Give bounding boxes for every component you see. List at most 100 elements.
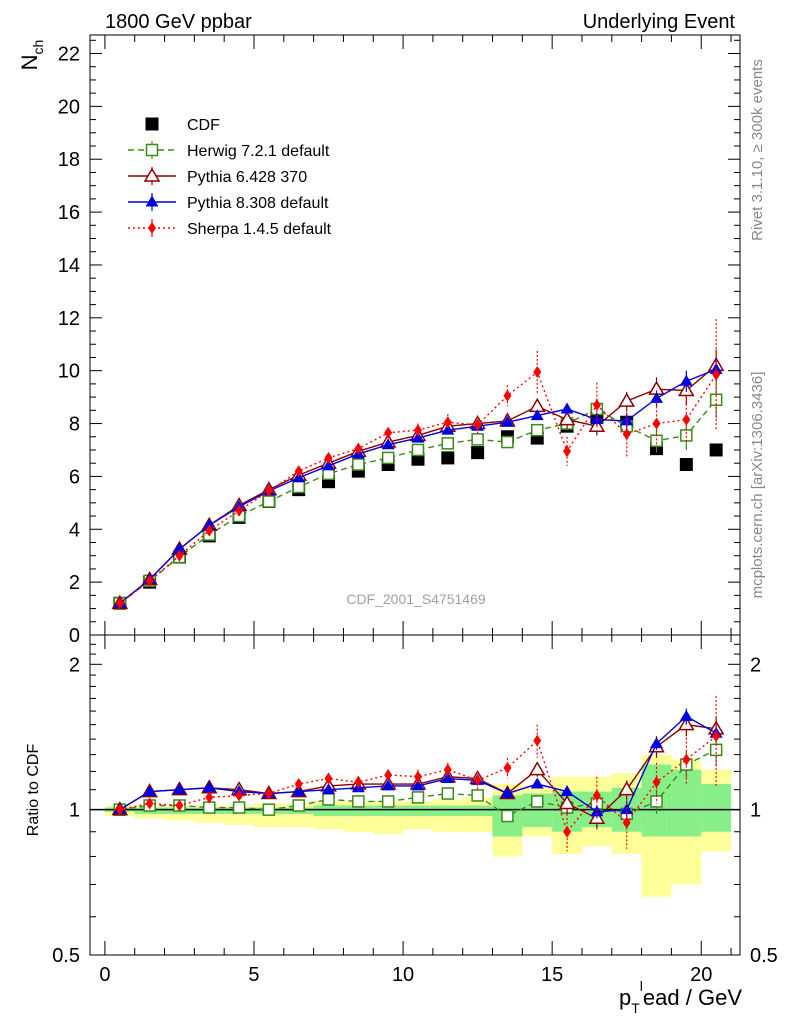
series-line-herwig xyxy=(119,399,717,604)
data-point-herwig xyxy=(530,423,544,437)
series-pythia6 xyxy=(111,349,725,610)
series-pythia8 xyxy=(113,357,723,608)
data-point-data xyxy=(441,451,455,465)
data-point-sherpa xyxy=(592,399,601,412)
ratio-point-pythia8 xyxy=(560,785,574,797)
ratio-point-herwig xyxy=(381,795,395,808)
legend-label-sherpa: Sherpa 1.4.5 default xyxy=(187,221,332,238)
x-axis-label: pTlead / GeV xyxy=(619,978,742,1016)
y-tick-label: 10 xyxy=(58,361,80,383)
analysis-watermark: CDF_2001_S4751469 xyxy=(346,591,486,607)
y-tick-label: 4 xyxy=(69,519,80,541)
legend-marker-herwig xyxy=(145,143,159,157)
ratio-point-herwig xyxy=(501,809,514,823)
ratio-point-sherpa xyxy=(264,787,273,800)
y-tick-label: 2 xyxy=(69,572,80,594)
ratio-point-sherpa xyxy=(443,763,452,776)
ratio-point-pythia8 xyxy=(292,785,306,797)
ratio-point-sherpa xyxy=(384,768,393,781)
data-point-herwig xyxy=(381,451,395,465)
y-tick-label: 18 xyxy=(58,149,80,171)
ratio-point-herwig xyxy=(530,795,544,808)
data-point-data xyxy=(679,458,693,472)
data-point-sherpa xyxy=(712,368,721,381)
mcplots-credit-label: mcplots.cern.ch [arXiv:1306.3436] xyxy=(749,372,766,599)
data-point-herwig xyxy=(262,495,276,508)
data-point-sherpa xyxy=(443,416,452,429)
x-tick-label: 0 xyxy=(99,964,110,986)
ratio-point-pythia8 xyxy=(590,805,604,817)
legend-marker-pythia8 xyxy=(145,195,159,207)
ratio-point-herwig xyxy=(411,791,425,804)
ratio-point-herwig xyxy=(232,801,246,814)
data-point-sherpa xyxy=(115,597,124,610)
data-point-pythia8 xyxy=(381,438,395,450)
y-tick-label: 14 xyxy=(58,255,80,277)
legend: CDF Herwig 7.2.1 default Pythia 6.428 370 P… xyxy=(128,117,332,238)
y-tick-label: 22 xyxy=(58,44,80,66)
data-point-sherpa xyxy=(354,442,363,455)
ratio-point-pythia6 xyxy=(558,794,576,810)
y-tick-label-right: 2 xyxy=(750,654,761,676)
ratio-point-sherpa xyxy=(592,789,601,802)
data-point-sherpa xyxy=(175,549,184,562)
ratio-point-sherpa xyxy=(294,778,303,791)
ratio-point-pythia8 xyxy=(530,777,544,789)
y-tick-label: 8 xyxy=(69,414,80,436)
data-point-herwig xyxy=(292,480,305,494)
data-point-herwig xyxy=(650,434,663,447)
header-left: 1800 GeV ppbar xyxy=(105,11,252,33)
ratio-point-herwig xyxy=(650,795,663,808)
y-axis-label-main: Nch xyxy=(17,40,46,71)
rivet-version-label: Rivet 3.1.10, ≥ 300k events xyxy=(749,59,766,241)
data-point-sherpa xyxy=(503,389,512,402)
y-tick-label: 12 xyxy=(58,308,80,330)
ratio-point-sherpa xyxy=(115,803,124,816)
data-point-herwig xyxy=(680,429,693,442)
data-point-sherpa xyxy=(473,418,482,431)
uncertainty-band-inner xyxy=(462,805,493,817)
data-point-pythia8 xyxy=(650,391,664,403)
main-panel-series xyxy=(111,319,725,610)
ratio-point-sherpa xyxy=(533,734,542,747)
ratio-point-pythia6 xyxy=(528,761,546,776)
data-point-pythia8 xyxy=(322,459,336,471)
data-point-pythia6 xyxy=(618,392,636,407)
ratio-point-sherpa xyxy=(145,797,154,810)
ratio-point-pythia8 xyxy=(441,772,455,784)
series-herwig xyxy=(113,381,723,610)
data-point-sherpa xyxy=(264,484,273,497)
y-tick-label: 0 xyxy=(69,625,80,647)
data-point-sherpa xyxy=(145,574,154,587)
data-point-sherpa xyxy=(682,413,691,426)
ratio-point-pythia8 xyxy=(172,783,186,795)
ratio-point-pythia8 xyxy=(202,781,216,793)
ratio-point-pythia8 xyxy=(381,779,395,791)
ratio-point-sherpa xyxy=(622,816,631,829)
data-point-data xyxy=(709,443,723,457)
ratio-point-herwig xyxy=(352,795,365,808)
ratio-point-pythia8 xyxy=(322,783,336,795)
ratio-point-sherpa xyxy=(682,753,691,766)
y-tick-label: 1 xyxy=(69,800,80,822)
ratio-point-sherpa xyxy=(473,774,482,787)
ratio-point-herwig xyxy=(292,799,305,812)
data-point-sherpa xyxy=(384,426,393,439)
uncertainty-band-inner xyxy=(403,805,433,817)
x-tick-label: 20 xyxy=(690,964,712,986)
ratio-point-pythia8 xyxy=(500,787,514,799)
y-tick-label: 2 xyxy=(69,654,80,676)
data-point-sherpa xyxy=(294,465,303,478)
ratio-point-sherpa xyxy=(712,730,721,743)
legend-label-pythia6: Pythia 6.428 370 xyxy=(187,169,307,186)
data-point-herwig xyxy=(441,437,455,450)
ratio-point-sherpa xyxy=(563,825,572,838)
legend-marker-sherpa xyxy=(148,222,156,234)
ratio-line-sherpa xyxy=(119,735,717,834)
ratio-series-sherpa xyxy=(115,695,721,852)
data-point-pythia8 xyxy=(530,409,544,421)
data-point-sherpa xyxy=(622,428,631,441)
data-point-pythia8 xyxy=(172,542,186,554)
uncertainty-band-inner xyxy=(671,769,702,837)
